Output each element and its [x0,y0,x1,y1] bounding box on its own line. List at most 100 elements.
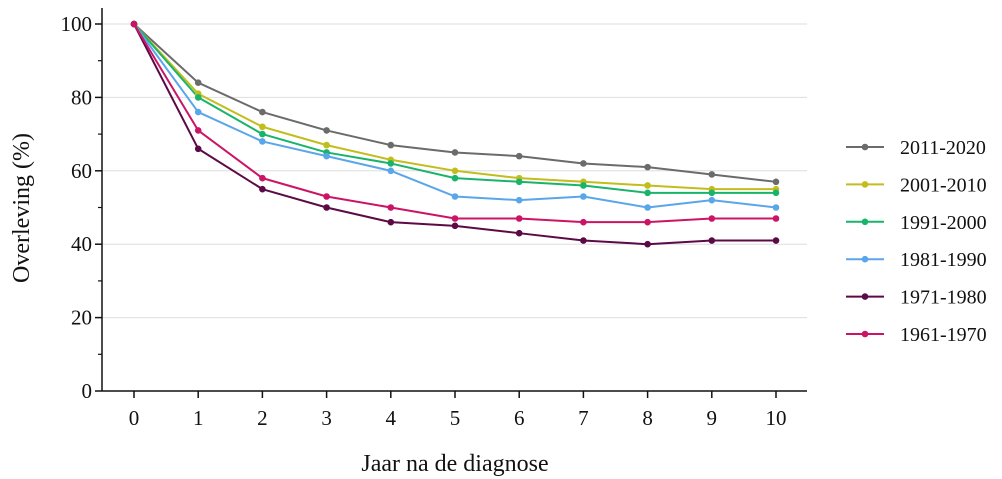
data-point [708,189,716,197]
axes: 0 20 40 60 80 100 0 1 2 3 4 5 6 7 8 9 10 [61,8,807,430]
data-point [580,218,587,226]
data-point [644,240,651,248]
legend-swatch-marker [861,143,869,151]
data-point [451,215,459,222]
data-point [259,108,266,116]
data-point [708,171,716,178]
data-point [451,149,459,156]
legend-item: 1981-1990 [846,249,987,271]
x-tick-label: 5 [450,406,461,430]
y-tick-label: 60 [71,159,92,183]
data-point [194,108,202,116]
data-point [194,145,202,153]
series-line-1971-1980 [133,23,776,246]
data-point [708,215,716,222]
y-tick-label: 80 [71,85,92,109]
data-point [644,163,651,171]
data-point [580,193,587,200]
legend-label: 1961-1970 [900,324,987,346]
legend-item: 2011-2020 [846,137,986,159]
data-point [515,196,523,204]
x-tick-label: 7 [578,406,589,430]
data-point [323,141,330,149]
data-point [259,138,266,145]
x-tick-label: 8 [642,406,653,430]
data-point [644,189,651,197]
data-point [580,182,587,189]
x-tick-label: 3 [321,406,332,430]
data-point [323,193,330,200]
data-point [130,20,138,28]
legend-swatch-marker [861,255,869,263]
legend-label: 2001-2010 [900,174,987,196]
series-points [130,20,780,248]
data-point [772,189,780,197]
legend-item: 1971-1980 [846,287,987,309]
data-point [708,237,716,244]
data-point [451,174,459,182]
data-point [194,127,202,134]
data-point [580,237,587,244]
series-line-1991-2000 [133,23,776,194]
data-point [772,215,780,222]
data-point [451,167,459,175]
data-point [644,204,651,211]
data-point [772,237,780,244]
data-point [515,215,523,222]
data-point [580,160,587,167]
legend-swatch-marker [861,181,869,188]
legend-label: 1991-2000 [900,212,987,234]
legend-label: 2011-2020 [900,137,986,159]
x-tick-label: 9 [707,406,718,430]
legend-swatch-marker [861,330,869,338]
legend-swatch-marker [861,293,869,300]
y-axis-label: Overleving (%) [9,133,35,283]
data-point [387,218,395,226]
legend-item: 1961-1970 [846,324,987,346]
data-point [387,160,395,167]
data-point [451,222,459,230]
data-point [259,123,266,131]
data-point [387,167,395,175]
data-point [515,152,523,160]
x-axis-label: Jaar na de diagnose [361,451,548,477]
y-tick-label: 40 [71,232,92,256]
x-tick-label: 1 [193,406,204,430]
data-point [772,178,780,186]
legend-swatch-marker [861,218,869,226]
data-point [451,193,459,200]
data-point [644,218,651,226]
legend-item: 2001-2010 [846,174,987,196]
legend: 2011-2020 2001-2010 1991-2000 1981-1990 1971… [846,137,987,346]
data-point [194,94,202,101]
data-point [387,204,395,211]
y-tick-label: 20 [71,306,92,330]
data-point [515,229,523,237]
x-tick-label: 6 [514,406,525,430]
data-point [772,204,780,211]
data-point [259,174,266,182]
data-point [387,141,395,149]
series-lines [133,23,777,246]
data-point [194,79,202,87]
data-point [708,196,716,204]
x-tick-label: 4 [386,406,397,430]
legend-item: 1991-2000 [846,212,987,234]
data-point [323,204,330,211]
x-tick-label: 2 [257,406,268,430]
x-tick-label: 0 [129,406,140,430]
x-tick-label: 10 [766,406,787,430]
series-line-2011-2020 [133,23,777,183]
legend-label: 1971-1980 [900,287,987,309]
y-tick-label: 100 [61,12,93,36]
data-point [644,182,651,189]
data-point [323,152,330,160]
y-tick-label: 0 [82,379,93,403]
data-point [259,130,266,138]
series-line-2001-2010 [133,23,776,191]
legend-label: 1981-1990 [900,249,987,271]
data-point [515,178,523,186]
data-point [323,127,330,134]
data-point [259,185,266,193]
